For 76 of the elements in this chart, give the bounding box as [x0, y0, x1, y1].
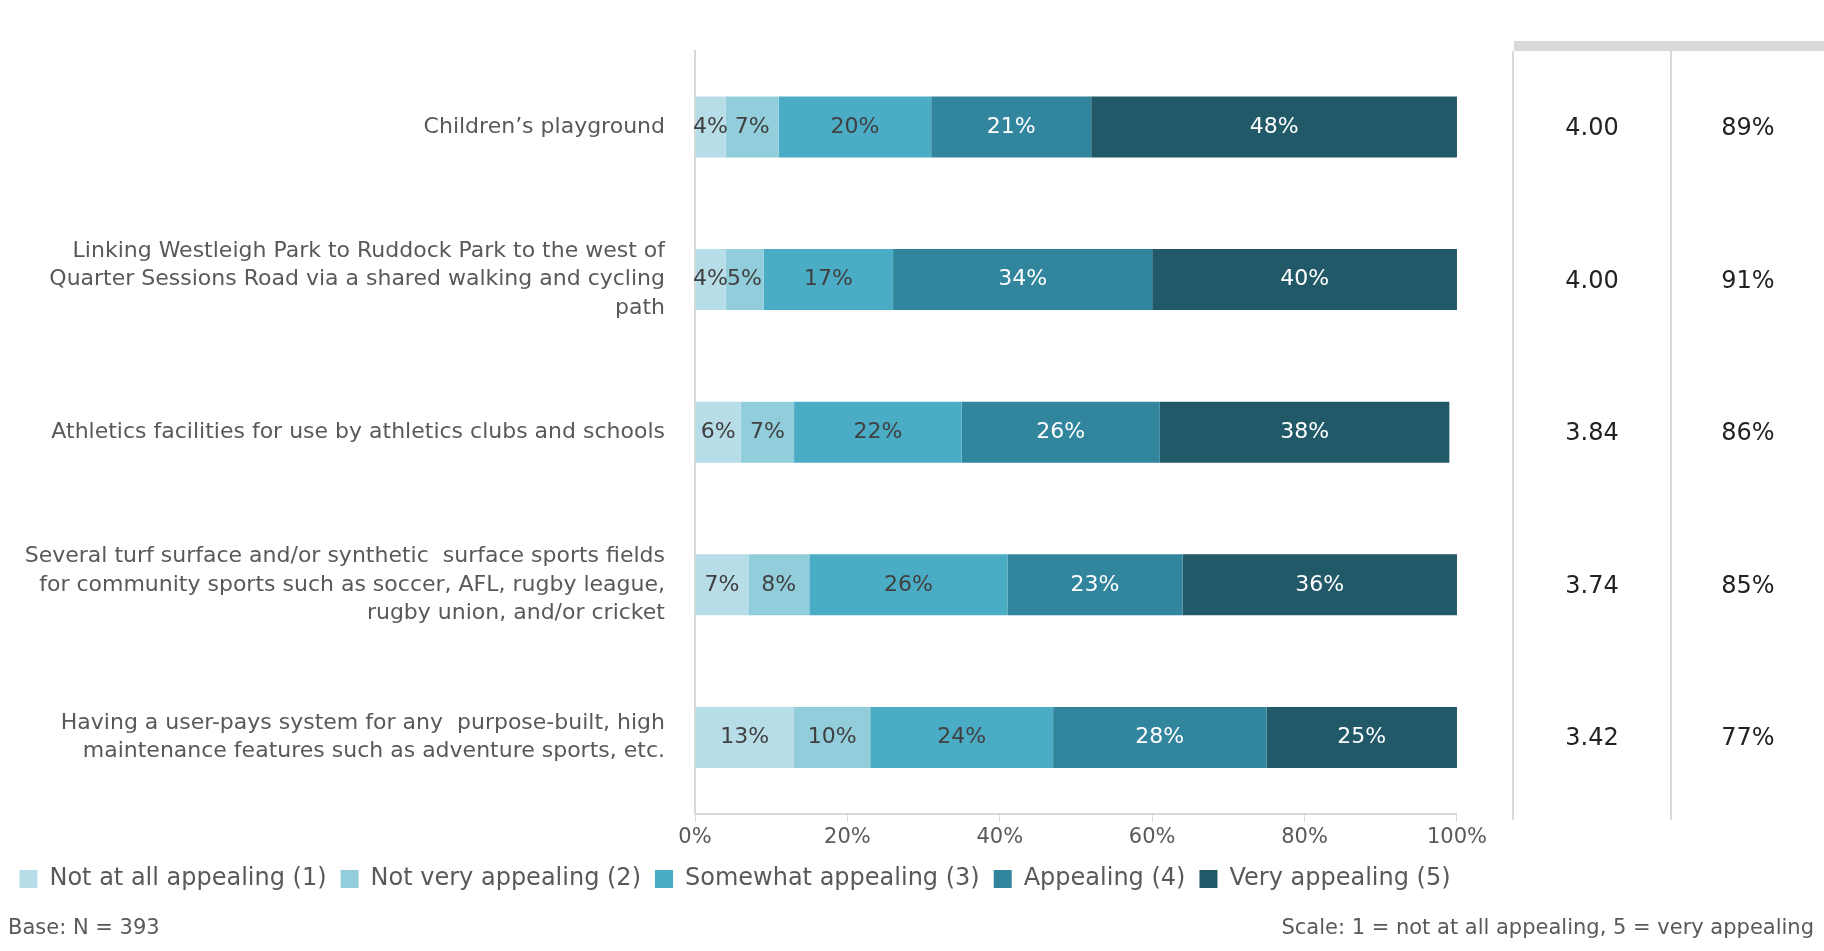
x-tick-label: 40% — [976, 823, 1024, 848]
bar — [695, 554, 749, 616]
bar — [1266, 706, 1457, 769]
data-label: 5% — [727, 265, 762, 291]
data-label: 26% — [883, 570, 933, 596]
legend-label: Appealing (4) — [1023, 863, 1186, 892]
data-label: 10% — [807, 723, 857, 749]
text: 91% — [1720, 264, 1776, 296]
y-tick-label: Athletics facilities for use by athletics clubs and schools — [51, 417, 665, 443]
data-label: 25% — [1337, 723, 1387, 749]
text: 86% — [1720, 417, 1776, 449]
bar — [740, 401, 795, 463]
data-label: 13% — [720, 723, 770, 749]
bar — [695, 401, 741, 463]
legend-label: Very appealing (5) — [1229, 863, 1451, 892]
data-label: 26% — [1036, 417, 1086, 443]
data-label: 17% — [803, 265, 853, 291]
data-label: 36% — [1295, 570, 1345, 596]
x-tick-label: 100% — [1426, 823, 1488, 848]
x-tick-label: 0% — [678, 823, 712, 848]
bar — [931, 96, 1092, 158]
text: 4.00 — [1564, 111, 1620, 143]
x-tick-label: 80% — [1281, 823, 1328, 848]
text: 77% — [1720, 722, 1776, 754]
y-tick-label: Children’s playground — [423, 112, 665, 138]
bar — [763, 249, 894, 311]
x-tick-label: 60% — [1128, 823, 1176, 848]
text: 3.84 — [1564, 417, 1620, 449]
bar — [1053, 706, 1267, 769]
data-label: 8% — [761, 570, 797, 596]
text: 89% — [1720, 111, 1776, 143]
bar — [748, 554, 810, 616]
bar — [1159, 401, 1450, 463]
data-label: 40% — [1280, 265, 1330, 291]
bar — [1182, 554, 1457, 616]
bar — [794, 401, 962, 463]
text: 85% — [1720, 569, 1776, 601]
bar — [870, 706, 1054, 769]
data-label: 28% — [1135, 723, 1185, 749]
bar — [725, 249, 764, 311]
data-label: 38% — [1280, 417, 1330, 443]
data-label: 6% — [700, 417, 736, 443]
data-label: 24% — [937, 723, 987, 749]
data-label: 48% — [1249, 112, 1299, 138]
bar — [1091, 96, 1457, 158]
data-label: 22% — [853, 417, 903, 443]
bar — [1007, 554, 1183, 616]
text: 4.00 — [1564, 264, 1620, 296]
data-label: 4% — [693, 265, 728, 291]
bar — [695, 706, 795, 769]
x-tick-label: 20% — [824, 823, 871, 848]
text: 3.42 — [1564, 722, 1620, 754]
text: 3.74 — [1564, 569, 1620, 601]
data-label: 7% — [749, 417, 785, 443]
legend-label: Somewhat appealing (3) — [685, 863, 980, 892]
y-tick-label: Having a user-pays system for any purpose-built, high maintenance features such as adventure sports, etc. — [60, 708, 665, 763]
y-tick-label: Several turf surface and/or synthetic surface sports fields for community sports such as soccer, AFL, rugby league, rugby union, and/or cricket — [24, 541, 666, 625]
bar — [794, 706, 871, 769]
data-label: 21% — [986, 112, 1036, 138]
bar — [1152, 249, 1457, 311]
legend-label: Not at all appealing (1) — [49, 863, 327, 892]
y-tick-label: Linking Westleigh Park to Ruddock Park to the west of Quarter Sessions Road via a shared walking and cycling path — [49, 236, 667, 319]
text: Base: N = 393 — [8, 915, 160, 939]
text: Scale: 1 = not at all appealing, 5 = very appealing — [1281, 915, 1814, 939]
bar — [893, 249, 1153, 311]
bar — [961, 401, 1160, 463]
legend-label: Not very appealing (2) — [370, 863, 642, 892]
bar — [809, 554, 1008, 616]
data-label: 7% — [704, 570, 740, 596]
data-label: 34% — [998, 265, 1048, 291]
data-label: 20% — [830, 112, 880, 138]
data-label: 23% — [1070, 570, 1120, 596]
bar — [725, 96, 779, 158]
data-label: 7% — [734, 112, 770, 138]
bar — [778, 96, 932, 158]
data-label: 4% — [693, 112, 728, 138]
